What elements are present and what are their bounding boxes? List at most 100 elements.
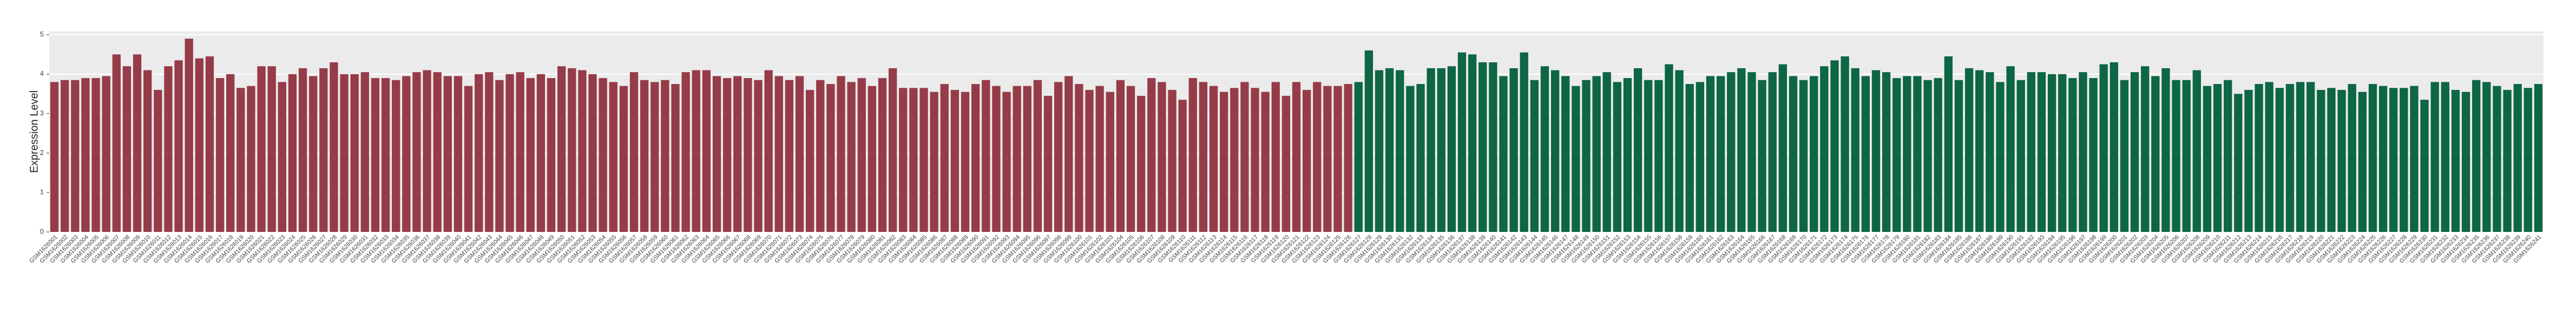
bar bbox=[319, 68, 328, 232]
bar bbox=[1437, 68, 1445, 232]
bar bbox=[475, 74, 483, 232]
bar bbox=[557, 66, 566, 232]
bar bbox=[1354, 82, 1363, 232]
bar bbox=[278, 82, 286, 232]
bar bbox=[1841, 56, 1849, 232]
bar bbox=[1178, 100, 1187, 232]
bar bbox=[2513, 84, 2522, 232]
bar bbox=[1706, 76, 1715, 232]
bar bbox=[1282, 95, 1291, 232]
bar bbox=[1737, 68, 1746, 232]
bar bbox=[1251, 88, 1259, 232]
bar bbox=[71, 80, 80, 232]
bar bbox=[837, 76, 845, 232]
bar bbox=[1830, 60, 1839, 232]
bar bbox=[536, 74, 546, 232]
y-tick-label: 3 bbox=[40, 109, 44, 117]
bar bbox=[1975, 70, 1984, 232]
bar bbox=[1043, 95, 1053, 232]
bar bbox=[1075, 84, 1083, 232]
bar bbox=[423, 70, 431, 232]
bar bbox=[1489, 62, 1497, 232]
bar bbox=[2172, 80, 2180, 232]
bar bbox=[619, 86, 628, 232]
bar bbox=[774, 76, 783, 232]
bar bbox=[1572, 86, 1580, 232]
bar bbox=[1727, 72, 1736, 232]
bar bbox=[1944, 56, 1953, 232]
bar bbox=[671, 84, 680, 232]
bar bbox=[485, 72, 494, 232]
bar bbox=[122, 66, 132, 232]
bar bbox=[1882, 72, 1891, 232]
bar bbox=[2461, 92, 2470, 232]
bar bbox=[1447, 66, 1456, 232]
bar bbox=[1023, 86, 1031, 232]
bar bbox=[164, 66, 173, 232]
bar bbox=[816, 80, 825, 232]
bar bbox=[795, 76, 804, 232]
bar bbox=[1478, 62, 1487, 232]
bar bbox=[2368, 84, 2377, 232]
bar bbox=[1923, 80, 1932, 232]
bar bbox=[2110, 62, 2118, 232]
bar bbox=[640, 80, 649, 232]
bar bbox=[1799, 80, 1808, 232]
bar bbox=[112, 54, 121, 232]
bar bbox=[402, 76, 411, 232]
bar bbox=[1871, 70, 1881, 232]
bar bbox=[1468, 54, 1477, 232]
bar bbox=[1964, 68, 1974, 232]
bar bbox=[1188, 78, 1197, 232]
bar bbox=[888, 68, 897, 232]
bar bbox=[61, 80, 69, 232]
bar bbox=[1344, 84, 1352, 232]
bar bbox=[2224, 80, 2232, 232]
bar bbox=[2348, 84, 2356, 232]
bar bbox=[650, 82, 659, 232]
bar bbox=[1136, 95, 1146, 232]
bar bbox=[940, 84, 949, 232]
bar bbox=[547, 78, 556, 232]
bar bbox=[578, 70, 587, 232]
bar bbox=[919, 88, 928, 232]
bar bbox=[1364, 50, 1374, 232]
bar bbox=[443, 76, 452, 232]
bar bbox=[215, 78, 225, 232]
bar bbox=[1716, 76, 1725, 232]
bar bbox=[1230, 88, 1239, 232]
bar bbox=[733, 76, 742, 232]
y-tick-label: 4 bbox=[40, 69, 44, 77]
bar bbox=[992, 86, 1001, 232]
bar bbox=[2410, 86, 2419, 232]
bar bbox=[1302, 89, 1311, 232]
bar bbox=[2027, 72, 2035, 232]
bar bbox=[2006, 66, 2015, 232]
bar bbox=[298, 68, 307, 232]
bar bbox=[454, 76, 463, 232]
bar bbox=[1520, 52, 1528, 232]
bar bbox=[1106, 92, 1114, 232]
bar bbox=[288, 74, 297, 232]
bar bbox=[1633, 68, 1642, 232]
bar bbox=[2234, 94, 2243, 232]
bar bbox=[2524, 88, 2532, 232]
bar bbox=[2079, 72, 2087, 232]
bar bbox=[1427, 68, 1435, 232]
bar bbox=[754, 80, 763, 232]
bar bbox=[1696, 82, 1705, 232]
bar bbox=[226, 74, 235, 232]
bar bbox=[371, 78, 380, 232]
bar bbox=[1416, 84, 1425, 232]
bar bbox=[2203, 86, 2212, 232]
bar bbox=[1292, 82, 1301, 232]
bar bbox=[712, 76, 721, 232]
bar bbox=[91, 78, 100, 232]
bar bbox=[516, 72, 524, 232]
bar bbox=[2275, 88, 2284, 232]
bar bbox=[102, 76, 110, 232]
bar bbox=[1986, 72, 1994, 232]
bar bbox=[2534, 84, 2543, 232]
bar bbox=[154, 89, 162, 232]
